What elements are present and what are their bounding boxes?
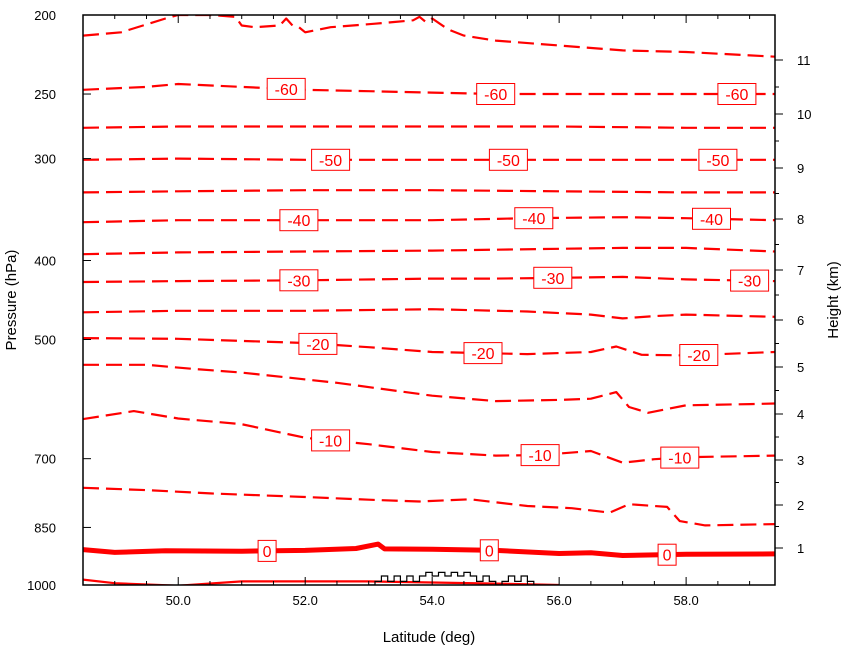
contour-label: -20 — [306, 337, 329, 354]
contour-label-box — [657, 543, 677, 566]
contour-line — [83, 486, 775, 527]
contour-label: 0 — [663, 548, 672, 565]
pressure-tick-label: 500 — [34, 333, 56, 348]
contour-label-box — [266, 77, 306, 100]
contour-line — [83, 246, 775, 256]
height-tick-label: 8 — [797, 212, 804, 227]
contour-label-box — [679, 344, 719, 366]
contour-label-box — [311, 429, 351, 452]
contour-label: 0 — [485, 543, 494, 560]
contour-label: -10 — [319, 433, 342, 450]
pressure-tick-label: 850 — [34, 520, 56, 535]
contour-label: -60 — [725, 87, 748, 104]
height-tick-label: 7 — [797, 263, 804, 278]
contour-label: -50 — [497, 153, 520, 170]
x-tick-label: 50.0 — [166, 593, 191, 608]
x-tick-label: 56.0 — [546, 593, 571, 608]
contour-label: -30 — [541, 271, 564, 288]
contour-label: -40 — [287, 213, 310, 230]
height-tick-label: 4 — [797, 407, 804, 422]
contour-label: -60 — [275, 82, 298, 99]
contour-label: 0 — [263, 544, 272, 561]
height-tick-label: 2 — [797, 498, 804, 513]
contour-label-box — [298, 332, 338, 355]
contour-line — [83, 410, 775, 464]
height-tick-label: 9 — [797, 161, 804, 176]
y-axis-pressure: 200 250 300 400 500 700 850 1000 — [27, 8, 91, 593]
contour-label-box — [463, 342, 503, 365]
contour-label-box — [279, 209, 319, 232]
contour-label: -20 — [471, 346, 494, 363]
contour-label: -10 — [668, 451, 691, 468]
contour-label-box — [533, 266, 573, 289]
contour-label-box — [311, 148, 351, 171]
pressure-tick-label: 250 — [34, 87, 56, 102]
pressure-tick-label: 400 — [34, 253, 56, 268]
contour-label: -50 — [706, 153, 729, 170]
contour-line — [83, 125, 775, 129]
contour-line — [83, 216, 775, 224]
height-tick-label: 6 — [797, 313, 804, 328]
contour-label: -30 — [287, 273, 310, 290]
height-tick-label: 11 — [797, 53, 811, 68]
contour-label-box — [660, 446, 700, 469]
contour-label-box — [279, 269, 319, 292]
contour-line — [83, 15, 775, 58]
height-tick-label: 3 — [797, 453, 804, 468]
x-tick-label: 58.0 — [673, 593, 698, 608]
height-tick-label: 1 — [797, 541, 804, 556]
contour-label-box — [479, 539, 499, 562]
contour-line — [83, 82, 775, 96]
terrain-line — [368, 571, 541, 585]
contour-label-box — [514, 207, 554, 230]
contour-label-box — [488, 148, 528, 171]
contour-label-box — [692, 207, 731, 230]
height-tick-label: 5 — [797, 360, 804, 375]
contour-label-box — [476, 83, 516, 105]
contour-line — [83, 308, 775, 320]
contour-line — [83, 157, 775, 161]
x-tick-label: 54.0 — [420, 593, 445, 608]
contour-label-box — [730, 269, 770, 292]
y-axis-label-right: Height (km) — [825, 261, 842, 339]
contour-line — [83, 275, 775, 284]
contour-label-box — [698, 148, 738, 171]
contour-label: -40 — [522, 211, 545, 228]
contour-label-box — [257, 539, 277, 562]
x-tick-label: 52.0 — [293, 593, 318, 608]
terrain-layer — [368, 571, 541, 585]
contour-label-box — [520, 444, 560, 467]
pressure-tick-label: 200 — [34, 8, 56, 23]
x-axis: 50.0 52.0 54.0 56.0 58.0 — [82, 15, 751, 608]
contour-layer — [83, 15, 775, 585]
contour-label: -30 — [738, 274, 761, 291]
pressure-tick-label: 700 — [34, 452, 56, 467]
contour-label: -10 — [529, 448, 552, 465]
contour-line — [83, 541, 775, 558]
contour-line — [83, 363, 775, 414]
contour-label-layer: -60 -60 -60 -50 -50 -50 -40 -40 -40 -30 -30 -30 -20 -… — [257, 77, 770, 566]
x-axis-label: Latitude (deg) — [383, 629, 476, 646]
pressure-tick-label: 1000 — [27, 578, 56, 593]
contour-label: -40 — [700, 212, 723, 229]
contour-line — [83, 189, 775, 194]
contour-label: -20 — [687, 348, 710, 365]
y-axis-label-left: Pressure (hPa) — [3, 250, 20, 351]
y-axis-height: 1 2 3 4 5 6 7 8 9 10 11 — [775, 53, 811, 556]
plot-frame — [82, 14, 776, 586]
height-tick-label: 10 — [797, 107, 811, 122]
pressure-tick-label: 300 — [34, 152, 56, 167]
contour-label: -60 — [484, 87, 507, 104]
contour-label: -50 — [319, 153, 342, 170]
contour-line — [83, 337, 775, 357]
contour-label-box — [717, 83, 757, 105]
